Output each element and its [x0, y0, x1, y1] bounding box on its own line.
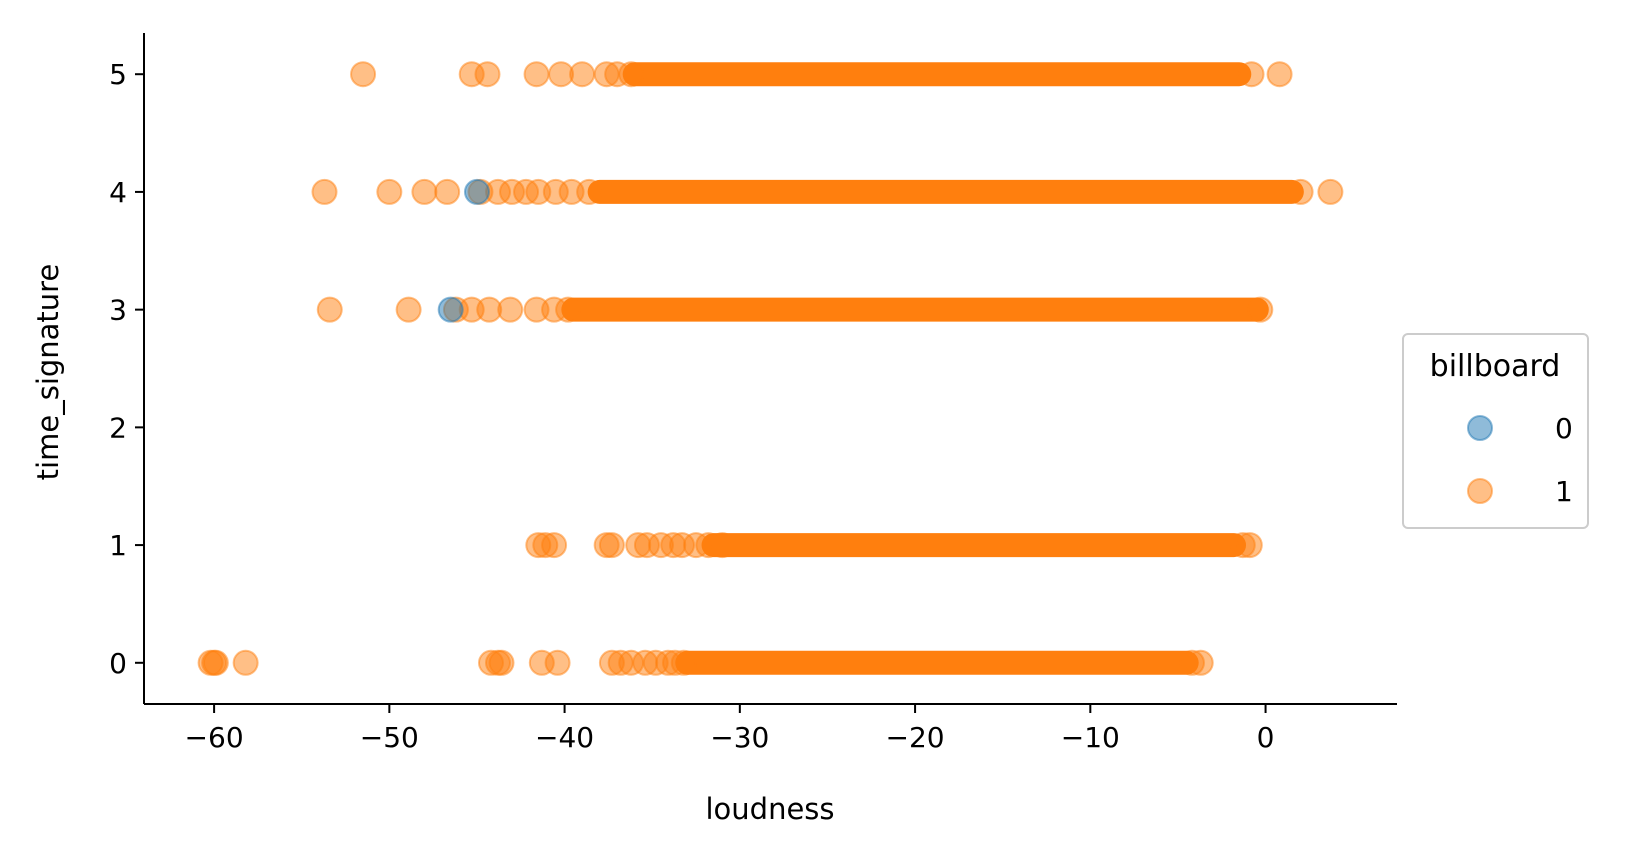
scatter-point-1-49 [1236, 532, 1263, 559]
x-tick-label-1: −50 [360, 721, 419, 754]
scatter-point-1-30 [497, 296, 524, 323]
scatter-point-1-22 [576, 178, 603, 205]
scatter-band-1-0 [622, 62, 1252, 87]
x-tick-label-3: −30 [710, 721, 769, 754]
x-ticks: −60 −50 −40 −30 −20 −10 0 [185, 704, 1275, 754]
point-layer [197, 61, 1344, 676]
scatter-point-0-1 [437, 296, 464, 323]
y-tick-label-0: 0 [109, 647, 127, 680]
x-tick-label-6: 0 [1257, 721, 1275, 754]
scatter-band-1-3 [701, 533, 1247, 558]
y-tick-label-1: 1 [109, 529, 127, 562]
x-tick-label-2: −40 [535, 721, 594, 754]
scatter-point-1-5 [569, 61, 596, 88]
scatter-point-1-66 [670, 649, 697, 676]
legend-title: billboard [1430, 349, 1561, 384]
scatter-point-1-56 [488, 649, 515, 676]
plot-area [197, 61, 1344, 676]
scatter-band-1-2 [561, 297, 1269, 322]
band-layer [561, 62, 1304, 675]
scatter-point-1-0 [350, 61, 377, 88]
scatter-point-1-10 [1266, 61, 1293, 88]
legend-marker-1 [1467, 478, 1493, 504]
y-tick-label-5: 5 [109, 58, 127, 91]
scatter-point-1-8 [618, 61, 645, 88]
scatter-point-1-11 [311, 178, 338, 205]
x-tick-label-0: −60 [185, 721, 244, 754]
legend: billboard 0 1 [1402, 333, 1589, 529]
y-tick-label-4: 4 [109, 176, 127, 209]
scatter-point-1-25 [316, 296, 343, 323]
legend-box [1402, 333, 1589, 529]
scatter-point-0-0 [463, 178, 490, 205]
scatter-point-1-34 [1247, 296, 1274, 323]
scatter-point-1-26 [395, 296, 422, 323]
scatter-point-1-47 [709, 532, 736, 559]
scatter-point-1-33 [555, 296, 582, 323]
legend-label-1: 1 [1555, 475, 1573, 508]
scatter-point-1-2 [474, 61, 501, 88]
scatter-point-1-39 [598, 532, 625, 559]
x-tick-label-4: −20 [886, 721, 945, 754]
scatter-band-1-1 [587, 179, 1304, 204]
x-axis-label: loudness [705, 792, 834, 826]
scatter-point-1-14 [434, 178, 461, 205]
y-ticks: 0 1 2 3 4 5 [109, 58, 144, 680]
scatter-point-1-68 [1178, 649, 1205, 676]
scatter-point-1-23 [1287, 178, 1314, 205]
scatter-point-1-9 [1238, 61, 1265, 88]
y-tick-label-2: 2 [109, 411, 127, 444]
scatter-point-1-12 [376, 178, 403, 205]
legend-label-0: 0 [1555, 412, 1573, 445]
scatter-point-1-53 [232, 649, 259, 676]
scatter-band-1-4 [675, 650, 1199, 675]
y-tick-label-3: 3 [109, 294, 127, 327]
scatter-point-1-13 [411, 178, 438, 205]
scatter-point-1-58 [544, 649, 571, 676]
x-tick-label-5: −10 [1061, 721, 1120, 754]
y-axis-label: time_signature [31, 264, 65, 481]
scatter-point-1-3 [523, 61, 550, 88]
legend-marker-0 [1467, 415, 1493, 441]
scatter-point-1-52 [202, 649, 229, 676]
scatter-point-1-24 [1317, 178, 1344, 205]
scatter-point-1-37 [541, 532, 568, 559]
